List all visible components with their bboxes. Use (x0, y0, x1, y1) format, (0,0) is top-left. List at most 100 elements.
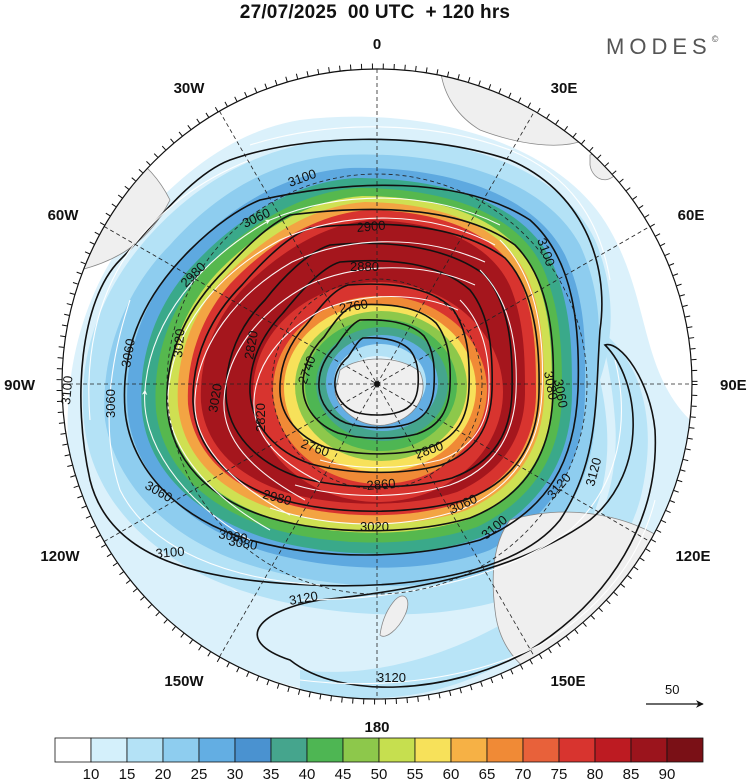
contour-label: 2820 (253, 403, 268, 432)
contour-label: 3100 (155, 544, 185, 561)
colorbar-tick-label: 75 (551, 766, 568, 782)
streamline (249, 126, 611, 281)
madagascar (589, 153, 617, 181)
colorbar-tick-label: 90 (659, 766, 676, 782)
contour-label: 3060 (103, 389, 118, 418)
streamline (319, 299, 490, 469)
streamline (299, 359, 622, 601)
colorbar-tick-label: 20 (155, 766, 172, 782)
colorbar-swatch (594, 737, 632, 763)
contour-label: 3020 (205, 382, 225, 413)
lon-label-30e: 30E (551, 80, 578, 97)
colorbar-swatch (198, 737, 236, 763)
contour-3120-outer (256, 343, 657, 688)
boundary-ticks (56, 63, 698, 705)
colorbar-swatch (450, 737, 488, 763)
colorbar-swatch (558, 737, 596, 763)
contour-label: 3120 (582, 456, 604, 488)
map-title: 27/07/2025 00 UTC + 120 hrs (239, 2, 511, 23)
contour-label: 3080 (227, 533, 258, 553)
streamline (88, 159, 251, 421)
colorbar-tick-label: 55 (407, 766, 424, 782)
colorbar-tick-label: 70 (515, 766, 532, 782)
lon-label-60e: 60E (678, 207, 705, 224)
contour-label: 3020 (360, 519, 389, 534)
streamline (223, 267, 476, 501)
colorbar-swatch (522, 737, 560, 763)
lon-label-120w: 120W (40, 548, 80, 565)
colorbar-swatch (306, 737, 344, 763)
wind-streamlines (88, 126, 656, 685)
streamline (269, 239, 544, 525)
contour-label: 3080 (541, 370, 561, 401)
new-zealand (379, 595, 409, 637)
colorbar-tick-label: 35 (263, 766, 280, 782)
lon-label-150e: 150E (550, 673, 585, 690)
lon-label-30w: 30W (174, 80, 206, 97)
colorbar-tick-label: 30 (227, 766, 244, 782)
lon-label-120e: 120E (675, 548, 710, 565)
lon-label-90e: 90E (720, 377, 747, 394)
parallel-middle (166, 173, 588, 595)
brand-name: MODES (606, 34, 712, 59)
contour-label: 2880 (350, 259, 379, 274)
brand-logo: MODES© (606, 34, 718, 60)
longitude-label-layer: 0 30E 60E 90E 120E 150E 180 150W 120W 90… (4, 36, 747, 736)
contour-2780 (302, 303, 452, 440)
colorbar-swatch (414, 737, 452, 763)
colorbar-tick-label: 85 (623, 766, 640, 782)
contour-label: 3060 (551, 378, 571, 409)
colorbar-tick-label: 80 (587, 766, 604, 782)
colorbar-swatch (54, 737, 92, 763)
colorbar-swatch (378, 737, 416, 763)
parallel-inner (271, 278, 483, 490)
colorbar-tick-label: 60 (443, 766, 460, 782)
contour-label: 3120 (377, 670, 406, 685)
streamline (167, 217, 496, 531)
colorbar-swatch (162, 737, 200, 763)
colorbar-swatch (342, 737, 380, 763)
streamline (299, 499, 656, 685)
contour-label: 3060 (118, 337, 138, 368)
contour-2760 (318, 319, 436, 429)
contour-label: 2900 (356, 218, 386, 235)
colorbar-tick-label: 10 (83, 766, 100, 782)
contour-label: 2820 (241, 329, 261, 360)
streamline (108, 299, 321, 586)
colorbar-swatch (234, 737, 272, 763)
lon-label-60w: 60W (48, 207, 80, 224)
lon-label-150w: 150W (164, 673, 204, 690)
contour-label: 3080 (217, 526, 248, 546)
streamline (253, 295, 459, 483)
colorbar-swatch (630, 737, 668, 763)
colorbar-tick-label: 40 (299, 766, 316, 782)
colorbar-tick-label: 50 (371, 766, 388, 782)
map-boundary (61, 68, 693, 700)
colorbar-tick-label: 15 (119, 766, 136, 782)
antarctica (334, 358, 424, 426)
colorbar: 10 15 20 25 30 35 40 45 50 55 60 65 70 75 80 85 90 (54, 737, 704, 782)
lon-label-90w: 90W (4, 377, 36, 394)
contour-label: 2760 (338, 296, 369, 316)
streamline (141, 197, 501, 541)
streamline (194, 241, 486, 516)
contour-label: 3120 (288, 588, 319, 608)
colorbar-swatch (666, 737, 704, 763)
contour-label: 2980 (261, 486, 293, 508)
contour-label-layer: 3100 3060 2980 3060 3020 2900 2880 2760 … (58, 166, 604, 685)
colorbar-swatch (126, 737, 164, 763)
colorbar-swatch (270, 737, 308, 763)
colorbar-swatch (90, 737, 128, 763)
lon-label-180: 180 (364, 719, 389, 736)
streamline (294, 269, 517, 497)
contour-label: 3100 (58, 375, 75, 405)
map-plot-area (62, 69, 692, 699)
contour-label: 2860 (366, 476, 396, 493)
wind-scale-label: 50 (665, 682, 680, 697)
south-pole-marker (374, 381, 380, 387)
colorbar-tick-label: 25 (191, 766, 208, 782)
colorbar-tick-label: 45 (335, 766, 352, 782)
copyright-mark: © (711, 34, 719, 44)
lon-label-0: 0 (373, 36, 381, 53)
